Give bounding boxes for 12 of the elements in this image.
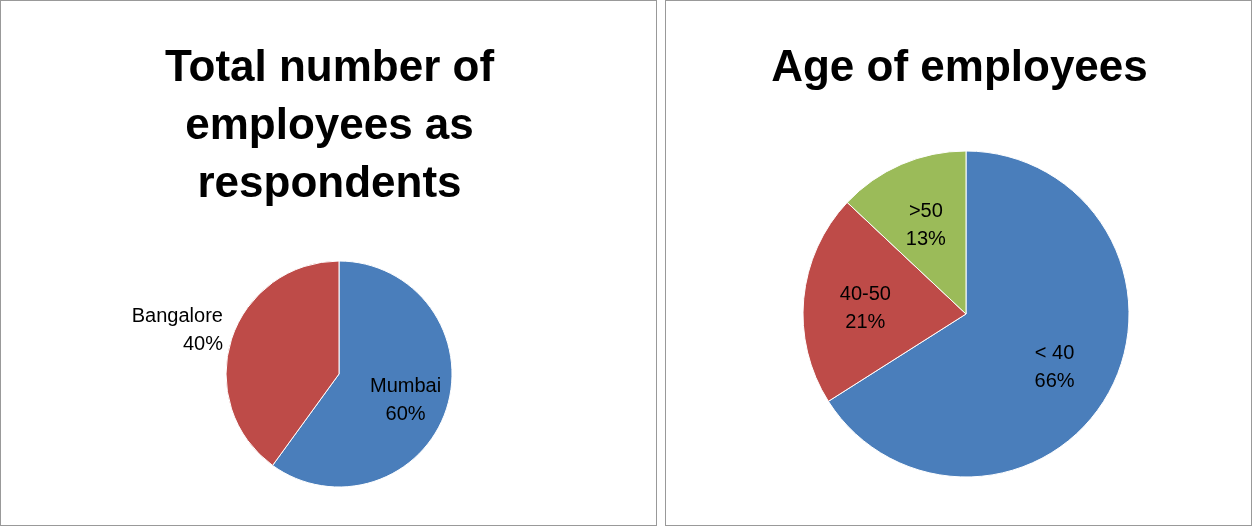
data-label: 60% xyxy=(385,401,426,424)
slice-label: 40-50 xyxy=(839,282,891,305)
slice-label: >50 xyxy=(908,199,943,222)
slice-label: Mumbai xyxy=(370,373,442,396)
slice-label: Bangalore xyxy=(131,304,223,327)
data-label: 21% xyxy=(845,310,886,333)
chart-title: Total number of employees as respondents xyxy=(163,40,496,208)
chart-title: Age of employees xyxy=(770,40,1149,92)
data-label: 40% xyxy=(182,332,224,355)
slice-label: < 40 xyxy=(1034,340,1075,363)
data-label: 13% xyxy=(905,227,947,250)
data-label: 66% xyxy=(1034,368,1075,391)
